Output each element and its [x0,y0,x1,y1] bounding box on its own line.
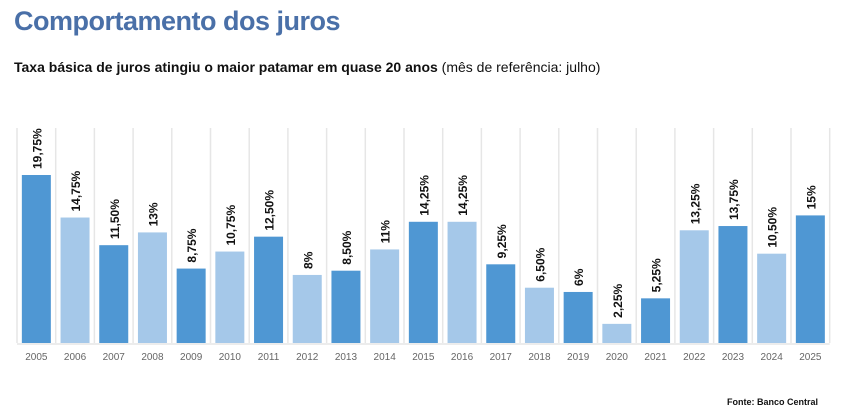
data-label-2024: 10,50% [766,207,780,248]
x-tick-2014: 2014 [374,352,397,363]
data-label-2018: 6,50% [533,247,547,281]
bar-2018 [524,287,554,343]
data-label-2020: 2,25% [611,284,625,318]
data-label-2006: 14,75% [69,171,83,212]
page-title: Comportamento dos juros [14,6,341,36]
subtitle-bold: Taxa básica de juros atingiu o maior pat… [14,59,438,75]
bar-2021 [641,298,671,343]
x-tick-2025: 2025 [799,352,822,363]
x-tick-2005: 2005 [25,352,48,363]
bar-2007 [99,245,129,343]
x-tick-2021: 2021 [644,352,667,363]
x-tick-2019: 2019 [567,352,590,363]
data-label-2013: 8,50% [340,230,354,264]
subtitle-note: (mês de referência: julho) [441,59,601,75]
x-tick-2013: 2013 [335,352,358,363]
x-tick-2015: 2015 [412,352,435,363]
bar-2023 [718,226,748,343]
data-label-2019: 6% [572,268,586,286]
x-tick-2006: 2006 [64,352,87,363]
bar-2005 [21,175,51,343]
bar-2020 [602,323,632,343]
x-tick-2007: 2007 [103,352,126,363]
data-label-2007: 11,50% [108,199,122,239]
x-tick-2024: 2024 [761,352,784,363]
bar-2024 [757,253,787,343]
x-tick-2017: 2017 [490,352,513,363]
bar-2019 [563,291,593,343]
data-label-2008: 13% [146,202,160,226]
data-label-2022: 13,25% [688,183,702,224]
bar-2013 [331,270,361,343]
x-tick-2020: 2020 [606,352,629,363]
data-label-2025: 15% [804,185,818,209]
data-label-2012: 8% [301,251,315,269]
bar-2006 [60,217,90,343]
x-tick-2008: 2008 [141,352,164,363]
x-tick-2009: 2009 [180,352,203,363]
data-label-2005: 19,75% [30,128,44,169]
data-label-2016: 14,25% [456,175,470,216]
data-label-2011: 12,50% [263,190,277,231]
data-label-2010: 10,75% [224,205,238,246]
data-label-2021: 5,25% [650,258,664,292]
data-label-2009: 8,75% [185,228,199,262]
source-note: Fonte: Banco Central [726,397,818,407]
data-label-2023: 13,75% [727,179,741,220]
x-tick-2012: 2012 [296,352,319,363]
bar-2010 [215,251,245,343]
x-tick-2016: 2016 [451,352,474,363]
data-label-2015: 14,25% [417,175,431,216]
x-tick-2011: 2011 [258,352,280,363]
x-tick-2023: 2023 [722,352,745,363]
bar-2017 [486,264,516,343]
bar-2012 [292,274,322,343]
bar-2014 [370,249,400,343]
bar-2011 [254,236,284,343]
bar-2008 [137,232,167,343]
data-label-2017: 9,25% [495,224,509,258]
bar-2016 [447,221,477,343]
x-tick-2010: 2010 [219,352,242,363]
bar-2025 [795,215,825,343]
bar-2009 [176,268,206,343]
data-label-2014: 11% [379,220,393,244]
x-tick-2018: 2018 [528,352,551,363]
chart-subtitle: Taxa básica de juros atingiu o maior pat… [14,59,600,75]
bar-2015 [408,221,438,343]
x-tick-2022: 2022 [683,352,706,363]
bar-2022 [679,230,709,343]
